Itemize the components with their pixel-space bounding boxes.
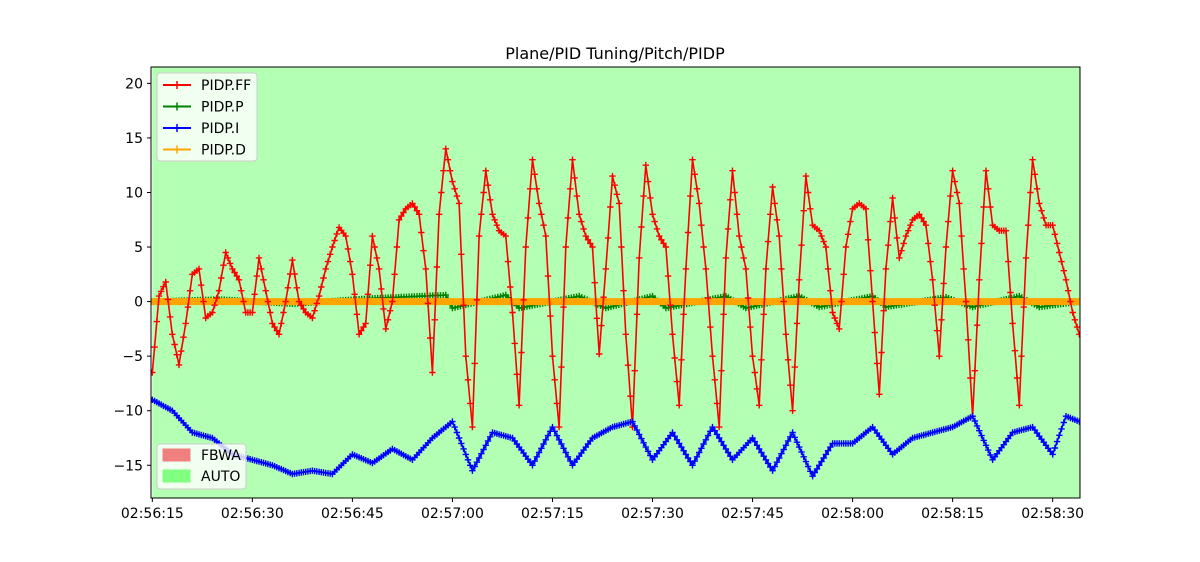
x-tick-label: 02:58:30 [1021,506,1084,522]
chart-title: Plane/PID Tuning/Pitch/PIDP [505,44,725,63]
y-tick-label: 20 [125,76,143,92]
series-pidp-i [151,396,1080,480]
series-pidp-ff [151,145,1080,431]
legend-marker [173,145,181,154]
legend-item-pidp-i: PIDP.I [163,121,239,137]
y-tick-label: 0 [134,295,143,311]
series-legend-box [156,72,258,162]
y-tick-label: −10 [113,404,143,420]
y-tick-label: 5 [134,240,143,256]
legend: PIDP.FF PIDP.P PIDP.I PIDP.D FBWA AUTO [156,72,258,490]
mode-legend-item-fbwa: FBWA [162,448,241,464]
legend-marker [173,81,181,89]
plot-area [151,67,1080,498]
x-tick-label: 02:58:00 [821,506,884,522]
mode-legend-item-auto: AUTO [162,469,240,485]
legend-label: PIDP.P [201,100,244,116]
axes-frame [150,66,1081,499]
legend-item-pidp-p: PIDP.P [163,100,244,116]
mode-swatch [162,448,191,462]
mode-span-auto-0 [152,67,1080,498]
legend-label: PIDP.FF [201,78,251,94]
legend-marker [173,102,181,111]
y-tick-label: 15 [125,131,143,147]
x-tick-label: 02:58:15 [921,506,984,522]
mode-legend-label: FBWA [201,448,241,464]
legend-item-pidp-ff: PIDP.FF [163,78,251,94]
mode-swatch [162,469,191,483]
y-tick-label: −15 [113,458,143,474]
legend-label: PIDP.I [201,121,239,137]
legend-marker [173,124,181,132]
y-tick-label: 10 [125,185,143,201]
x-tick-label: 02:56:30 [221,506,284,522]
series-markers [151,396,1080,480]
x-tick-label: 02:57:00 [421,506,484,522]
axes: 20 15 10 5 0 −5 −10 −15 02:56:15 02:56:30 02:56:45… [113,66,1084,522]
legend-item-pidp-d: PIDP.D [163,143,246,159]
x-tick-label: 02:57:45 [721,506,784,522]
x-tick-label: 02:56:15 [121,506,184,522]
y-tick-label: −5 [122,349,143,365]
x-tick-label: 02:56:45 [321,506,384,522]
x-tick-label: 02:57:30 [621,506,684,522]
mode-legend: FBWA AUTO [156,443,247,490]
legend-label: PIDP.D [201,143,246,159]
series-legend: PIDP.FF PIDP.P PIDP.I PIDP.D [156,72,258,162]
series-markers [151,145,1080,431]
mode-legend-label: AUTO [201,469,240,485]
x-tick-label: 02:57:15 [521,506,584,522]
series-line [151,148,1080,428]
